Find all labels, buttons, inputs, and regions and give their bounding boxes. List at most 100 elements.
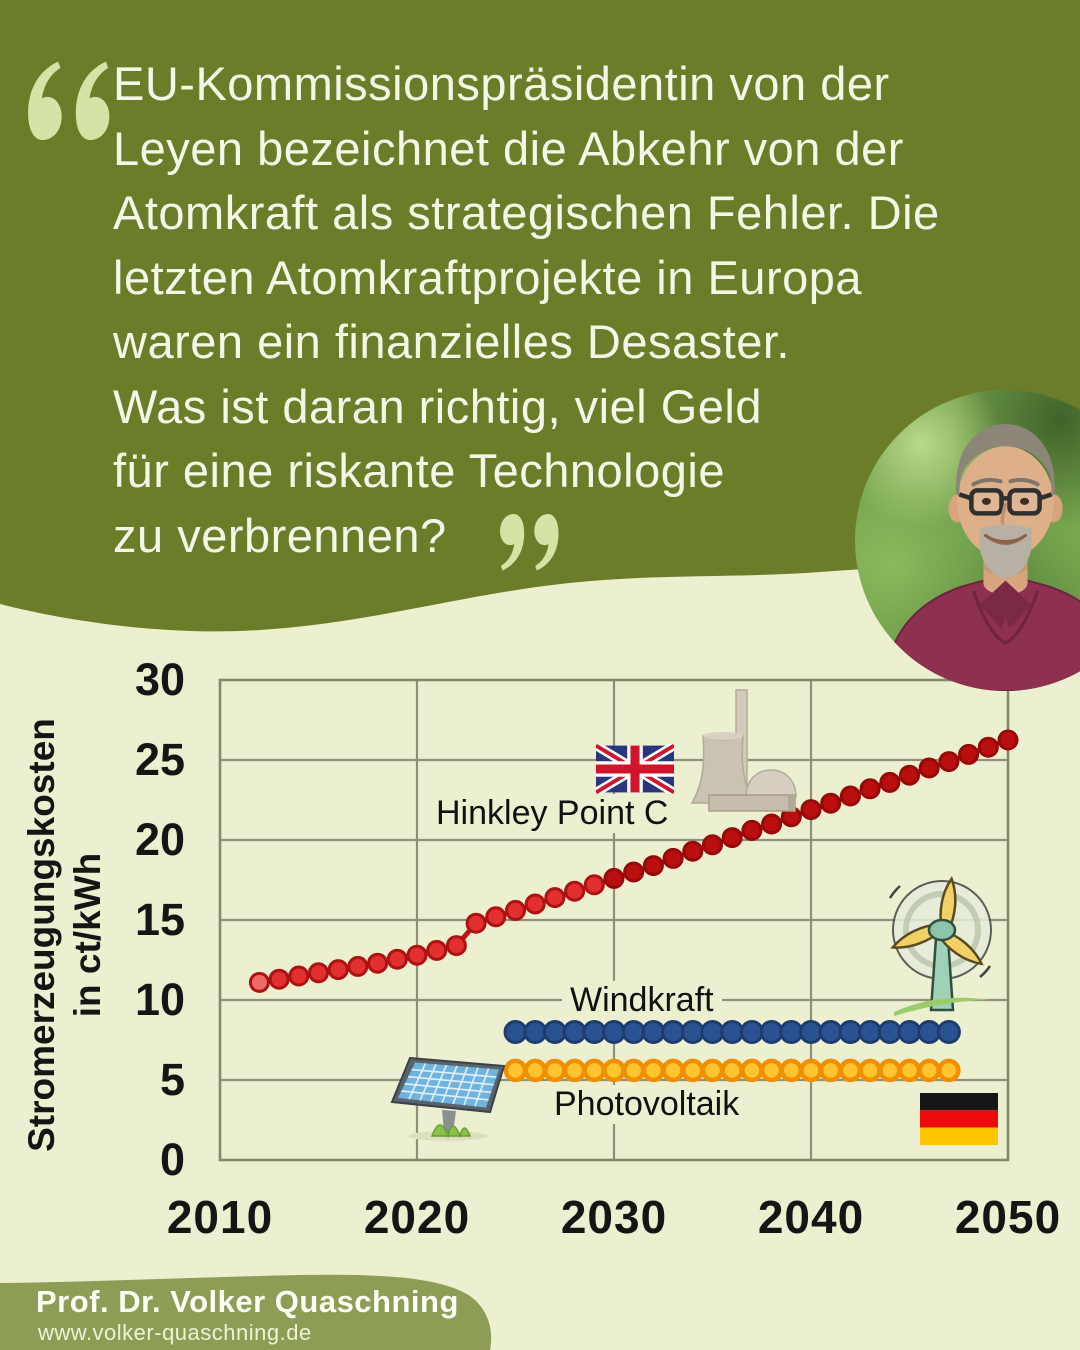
data-point	[268, 968, 290, 990]
data-point	[937, 1058, 961, 1083]
germany-flag-icon	[920, 1093, 998, 1145]
portrait-illustration	[882, 424, 1080, 691]
data-point	[524, 893, 546, 915]
data-point	[543, 1058, 567, 1083]
y-tick-label-25: 25	[134, 734, 185, 785]
data-point	[523, 1020, 548, 1044]
data-point	[859, 778, 881, 800]
data-point	[917, 1020, 942, 1044]
uk-flag-icon	[596, 744, 674, 794]
data-point	[308, 962, 329, 984]
data-point	[936, 1020, 961, 1044]
data-point	[662, 847, 684, 869]
data-point	[582, 1058, 607, 1083]
data-point	[838, 1058, 863, 1083]
data-point	[877, 1020, 902, 1044]
nuclear-plant-icon	[690, 689, 797, 812]
data-point	[406, 944, 428, 966]
y-tick-label-20: 20	[134, 814, 185, 865]
data-point	[700, 1020, 725, 1044]
data-point	[958, 743, 980, 765]
data-point	[544, 887, 566, 909]
data-point	[818, 1058, 843, 1083]
data-point	[327, 959, 349, 981]
quote-line: Was ist daran richtig, viel Geld	[113, 379, 762, 433]
data-point	[700, 1058, 725, 1083]
data-point	[739, 1020, 764, 1044]
data-point	[426, 939, 448, 961]
data-point	[818, 1020, 843, 1044]
series-label-hinkley-point-c: Hinkley Point C	[428, 794, 677, 833]
quote-line: für eine riskante Technologie	[113, 444, 725, 497]
y-tick-label-0: 0	[159, 1134, 185, 1185]
data-point	[621, 1020, 646, 1044]
data-point	[779, 1020, 804, 1044]
author-name: Prof. Dr. Volker Quaschning	[36, 1284, 459, 1319]
data-point	[602, 1058, 626, 1083]
quote-line: Atomkraft als strategischen Fehler. Die	[113, 186, 940, 239]
data-point	[505, 899, 526, 921]
data-point	[503, 1020, 528, 1044]
series-hinkley-point-c	[248, 729, 1019, 993]
data-point	[721, 827, 743, 849]
series-label-windkraft: Windkraft	[562, 981, 722, 1020]
data-point	[642, 855, 664, 877]
data-point	[917, 1058, 941, 1083]
author-website: www.volker-quaschning.de	[38, 1320, 312, 1345]
data-point	[977, 736, 999, 758]
header-banner	[0, 0, 1080, 632]
data-point	[562, 1058, 587, 1083]
data-point	[740, 1058, 764, 1083]
data-point	[661, 1058, 685, 1083]
data-point	[761, 813, 783, 835]
data-point	[603, 867, 625, 889]
data-point	[759, 1058, 784, 1083]
x-tick-label-2030: 2030	[560, 1191, 668, 1243]
data-point	[564, 880, 586, 902]
portrait-photo	[855, 390, 1080, 691]
y-tick-label-5: 5	[159, 1054, 185, 1105]
data-point	[485, 906, 507, 928]
data-point	[918, 757, 940, 779]
data-point	[858, 1058, 882, 1083]
data-point	[680, 1020, 705, 1044]
y-tick-label-15: 15	[134, 894, 185, 945]
data-point	[347, 955, 369, 977]
data-point	[799, 1020, 823, 1044]
data-point	[523, 1058, 547, 1083]
wind-turbine-icon	[888, 876, 992, 1016]
data-point	[641, 1020, 666, 1044]
quote-line: letzten Atomkraftprojekte in Europa	[113, 250, 863, 304]
data-point	[720, 1020, 745, 1044]
data-point	[779, 1058, 804, 1083]
data-point	[741, 819, 763, 841]
data-point	[839, 785, 861, 807]
data-point	[759, 1020, 784, 1044]
data-point	[702, 834, 723, 856]
data-point	[445, 935, 467, 957]
data-point	[800, 799, 822, 821]
series-windkraft	[503, 1020, 961, 1044]
data-point	[899, 764, 920, 786]
data-point	[623, 861, 645, 883]
data-point	[621, 1058, 646, 1083]
data-point	[820, 792, 842, 814]
quote-text: EU-Kommissionspräsidentin von der Leyen …	[113, 52, 940, 568]
x-tick-label-2010: 2010	[166, 1191, 274, 1243]
y-tick-label-30: 30	[134, 654, 185, 705]
data-point	[602, 1020, 626, 1044]
data-point	[897, 1058, 922, 1083]
data-point	[248, 971, 270, 993]
open-quote-icon	[28, 61, 110, 141]
data-point	[879, 771, 901, 793]
close-quote-icon	[500, 514, 559, 571]
x-tick-label-2020: 2020	[363, 1191, 471, 1243]
data-point	[897, 1020, 922, 1044]
data-point	[465, 912, 487, 934]
x-tick-label-2040: 2040	[757, 1191, 865, 1243]
data-point	[938, 751, 960, 773]
data-point	[562, 1020, 587, 1044]
y-tick-label-10: 10	[134, 974, 185, 1025]
